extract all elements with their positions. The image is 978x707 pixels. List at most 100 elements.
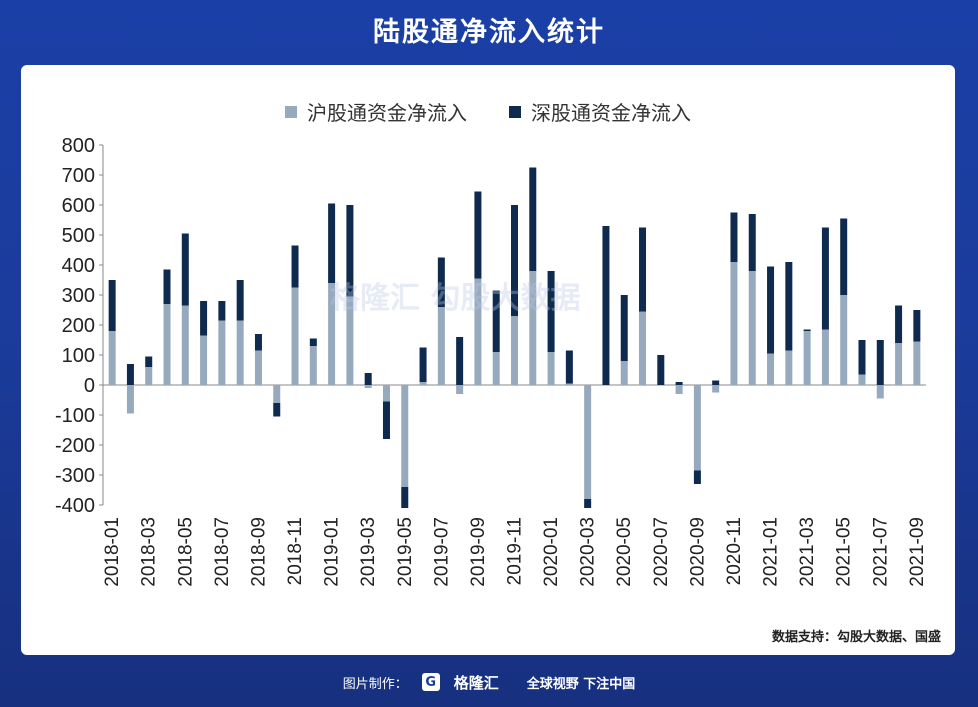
legend-item-sh: 沪股通资金净流入	[285, 97, 467, 126]
x-tick-label: 2019-03	[358, 517, 379, 587]
bar-sz	[126, 364, 134, 385]
bar-sz	[218, 301, 226, 321]
bar-sh	[675, 385, 683, 394]
x-tick-label: 2018-01	[102, 517, 123, 587]
bar-sz	[620, 295, 628, 361]
bar-sh	[876, 385, 884, 399]
bar-sh	[858, 374, 866, 385]
bar-sz	[913, 310, 921, 342]
bar-sh	[273, 385, 281, 403]
bar-sz	[767, 266, 775, 354]
footer-made-by-label: 图片制作：	[342, 676, 408, 692]
bar-sz	[456, 337, 464, 385]
bar-sh	[163, 304, 171, 385]
bar-sz	[785, 262, 793, 351]
bar-sz	[712, 380, 720, 385]
bar-sh	[730, 262, 738, 385]
bar-sh	[328, 283, 336, 385]
bar-sh	[620, 361, 628, 385]
legend-label-sh: 沪股通资金净流入	[307, 101, 467, 125]
bar-sz	[565, 350, 573, 384]
legend-swatch-sh	[285, 105, 297, 118]
bar-sh	[895, 343, 903, 385]
bar-sh	[529, 271, 537, 385]
bar-sh	[108, 331, 116, 385]
bar-sz	[547, 271, 555, 352]
bar-sh	[181, 305, 189, 385]
x-tick-label: 2018-03	[139, 517, 160, 587]
bar-sz	[858, 340, 866, 375]
y-tick-label: 600	[62, 195, 95, 217]
bar-sz	[419, 347, 427, 382]
bar-sz	[602, 226, 610, 385]
y-tick-label: 500	[62, 225, 95, 247]
bar-sz	[382, 401, 390, 439]
bar-sh	[693, 385, 701, 471]
bar-sh	[254, 350, 262, 385]
bar-sh	[218, 320, 226, 385]
bar-sh	[364, 385, 372, 388]
bar-sz	[181, 233, 189, 306]
bar-sz	[693, 470, 701, 484]
bar-sh	[419, 382, 427, 385]
bar-sh	[382, 385, 390, 402]
x-tick-label: 2021-07	[870, 517, 891, 587]
bar-sh	[584, 385, 592, 499]
bar-sz	[309, 338, 317, 346]
bar-sh	[291, 287, 299, 385]
x-tick-label: 2019-07	[431, 517, 452, 587]
y-tick-label: 800	[62, 135, 95, 157]
bar-sz	[840, 218, 848, 295]
bar-sh	[913, 341, 921, 385]
x-tick-label: 2020-01	[541, 517, 562, 587]
bar-sh	[767, 353, 775, 385]
x-tick-label: 2018-07	[212, 517, 233, 587]
x-tick-label: 2019-05	[395, 517, 416, 587]
bar-sh	[639, 311, 647, 385]
bar-sz	[254, 334, 262, 351]
x-tick-label: 2018-05	[175, 517, 196, 587]
bar-sz	[584, 499, 592, 508]
y-tick-label: -400	[55, 495, 95, 517]
bar-sz	[328, 203, 336, 283]
y-tick-label: 400	[62, 255, 95, 277]
bar-sh	[126, 385, 134, 414]
data-source-note: 数据支持：勾股大数据、国盛	[771, 630, 941, 645]
bar-sh	[456, 385, 464, 394]
y-tick-label: 200	[62, 315, 95, 337]
x-tick-label: 2018-11	[285, 517, 306, 585]
bar-sz	[346, 205, 354, 297]
x-tick-label: 2020-07	[651, 517, 672, 587]
x-tick-label: 2019-11	[505, 517, 526, 585]
bar-sz	[511, 205, 518, 316]
x-tick-label: 2021-09	[907, 517, 928, 587]
bar-sz	[474, 191, 482, 279]
bar-sh	[748, 271, 756, 385]
bar-sz	[657, 355, 665, 385]
bar-sh	[547, 352, 555, 385]
bar-sz	[895, 305, 903, 343]
bar-sh	[309, 346, 317, 385]
bar-sz	[145, 356, 153, 367]
x-tick-label: 2021-03	[797, 517, 818, 587]
bar-sh	[437, 307, 445, 385]
bar-sz	[821, 227, 829, 330]
x-tick-label: 2020-11	[724, 517, 745, 585]
footer: 图片制作： G 格隆汇 全球视野 下注中国	[0, 670, 978, 694]
bar-sh	[236, 320, 244, 385]
brand-name: 格隆汇	[453, 673, 499, 692]
bar-sh	[565, 383, 573, 385]
bar-sz	[236, 280, 244, 321]
y-tick-label: 0	[84, 375, 95, 397]
bar-sz	[108, 280, 116, 331]
x-tick-label: 2020-03	[578, 517, 599, 587]
bar-sz	[492, 290, 500, 352]
bar-sz	[529, 167, 537, 271]
banner-title: 陆股通净流入统计	[373, 17, 605, 48]
bar-sh	[785, 350, 793, 385]
bar-chart: 800 700 600 500 400 300 200 100 0 -100 -200 -300 -40…	[55, 135, 928, 587]
x-tick-label: 2020-09	[687, 517, 708, 587]
chart-panel: 沪股通资金净流入 深股通资金净流入 800 700 600 500 400 300 200 1…	[21, 65, 955, 655]
bar-sh	[492, 352, 500, 385]
bar-sh	[145, 367, 153, 385]
